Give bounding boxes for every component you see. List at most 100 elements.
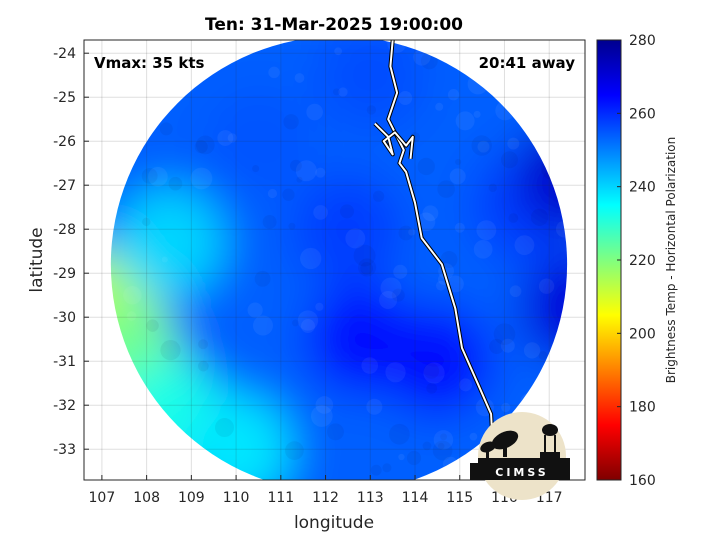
texture-speck bbox=[357, 258, 377, 277]
texture-speck bbox=[288, 222, 296, 230]
texture-speck bbox=[437, 180, 455, 198]
texture-speck bbox=[267, 188, 278, 199]
x-tick-label: 113 bbox=[357, 490, 384, 506]
texture-speck bbox=[477, 140, 490, 153]
texture-speck bbox=[538, 278, 555, 294]
texture-speck bbox=[300, 247, 322, 270]
texture-speck bbox=[168, 176, 183, 191]
texture-speck bbox=[455, 111, 475, 131]
texture-speck bbox=[296, 176, 303, 183]
y-axis-label: latitude bbox=[27, 227, 47, 292]
texture-speck bbox=[385, 362, 406, 383]
texture-speck bbox=[408, 228, 416, 236]
texture-speck bbox=[523, 342, 541, 359]
texture-speck bbox=[426, 382, 438, 394]
texture-speck bbox=[146, 319, 159, 332]
texture-speck bbox=[437, 442, 445, 450]
texture-speck bbox=[473, 239, 493, 259]
texture-speck bbox=[315, 167, 326, 178]
texture-speck bbox=[423, 363, 440, 379]
x-tick-label: 107 bbox=[89, 490, 116, 506]
texture-speck bbox=[217, 130, 234, 146]
texture-speck bbox=[370, 464, 382, 476]
texture-speck bbox=[247, 302, 263, 318]
texture-speck bbox=[252, 164, 260, 173]
y-tick-label: -28 bbox=[53, 222, 76, 238]
texture-speck bbox=[473, 110, 481, 118]
texture-speck bbox=[379, 290, 398, 310]
texture-speck bbox=[285, 441, 304, 461]
logo-band bbox=[470, 463, 570, 480]
texture-speck bbox=[262, 214, 277, 229]
texture-speck bbox=[295, 160, 317, 182]
y-tick-label: -24 bbox=[53, 46, 76, 62]
texture-speck bbox=[469, 432, 478, 441]
texture-speck bbox=[315, 302, 324, 311]
texture-speck bbox=[252, 315, 273, 336]
texture-speck bbox=[194, 140, 208, 154]
field-sample bbox=[292, 174, 403, 285]
texture-speck bbox=[338, 87, 348, 97]
vmax-annotation: Vmax: 35 kts bbox=[94, 54, 204, 72]
distance-annotation: 20:41 away bbox=[479, 54, 576, 72]
texture-speck bbox=[406, 450, 422, 466]
texture-speck bbox=[340, 204, 355, 219]
texture-speck bbox=[422, 205, 439, 222]
coastline-layer bbox=[373, 40, 496, 477]
texture-speck bbox=[126, 311, 137, 321]
texture-speck bbox=[501, 402, 511, 413]
colorbar-ticks: 160 180 200 220 240 260 280 bbox=[617, 33, 656, 489]
texture-speck bbox=[159, 122, 173, 136]
coastline bbox=[387, 40, 495, 476]
texture-speck bbox=[297, 310, 319, 331]
texture-speck bbox=[190, 167, 213, 190]
colorbar-tick-label: 220 bbox=[629, 253, 656, 269]
x-tick-label: 115 bbox=[446, 490, 473, 506]
texture-speck bbox=[142, 217, 151, 227]
texture-speck bbox=[327, 423, 344, 441]
texture-speck bbox=[389, 423, 410, 445]
texture-speck bbox=[332, 88, 340, 96]
texture-speck bbox=[313, 205, 328, 220]
texture-speck bbox=[449, 168, 466, 185]
axes-frame bbox=[83, 39, 586, 481]
texture-speck bbox=[508, 213, 519, 223]
texture-speck bbox=[530, 208, 549, 226]
field-sample bbox=[113, 187, 224, 298]
inlet-coastline bbox=[374, 122, 414, 159]
texture-speck bbox=[366, 398, 383, 415]
texture-speck bbox=[471, 135, 492, 156]
texture-speck bbox=[227, 133, 238, 143]
logo-text: CIMSS bbox=[495, 466, 548, 479]
texture-speck bbox=[353, 244, 376, 267]
axis-ticks: 107 108 109 110 111 112 113 114 115 116 117-24-25-… bbox=[53, 46, 562, 506]
texture-speck bbox=[500, 151, 518, 169]
texture-speck bbox=[398, 225, 414, 241]
colorbar-tick-label: 180 bbox=[629, 400, 656, 416]
colorbar-tick-label: 200 bbox=[629, 326, 656, 342]
colorbar-tick-label: 240 bbox=[629, 180, 656, 196]
texture-speck bbox=[447, 89, 460, 101]
field-sample bbox=[382, 306, 493, 417]
texture-speck bbox=[493, 323, 516, 345]
texture-speck bbox=[315, 396, 334, 414]
colorbar-tick-label: 280 bbox=[629, 33, 656, 49]
texture-speck bbox=[289, 159, 302, 172]
texture-speck bbox=[123, 286, 142, 305]
texture-speck bbox=[514, 235, 535, 256]
texture-speck bbox=[310, 405, 333, 427]
brightness-field bbox=[110, 40, 568, 480]
x-tick-label: 112 bbox=[312, 490, 339, 506]
y-tick-label: -31 bbox=[53, 354, 76, 370]
x-tick-label: 109 bbox=[178, 490, 205, 506]
cimss-logo: CIMSS bbox=[470, 412, 570, 500]
texture-speck bbox=[509, 285, 522, 298]
texture-speck bbox=[435, 102, 444, 111]
field-sample bbox=[521, 253, 568, 364]
texture-speck bbox=[391, 288, 405, 302]
colorbar-tick-label: 260 bbox=[629, 106, 656, 122]
y-tick-label: -32 bbox=[53, 398, 76, 414]
texture-speck bbox=[435, 280, 446, 291]
texture-speck bbox=[476, 220, 497, 241]
